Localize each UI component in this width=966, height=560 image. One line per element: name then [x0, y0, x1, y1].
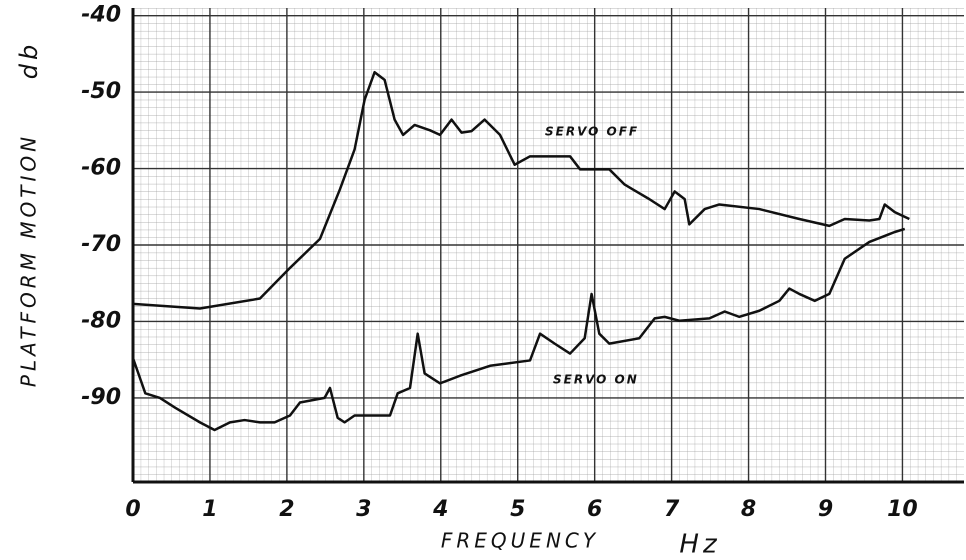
x-tick-label: 9	[818, 497, 833, 522]
x-tick-label: 8	[741, 497, 756, 522]
y-tick-label: -80	[81, 308, 121, 333]
y-tick-label: -50	[81, 79, 121, 104]
x-tick-label: 3	[356, 497, 371, 522]
x-axis-unit: Hz	[679, 530, 720, 560]
x-tick-label: 2	[279, 497, 294, 522]
x-axis-label: FREQUENCY	[441, 529, 599, 553]
y-tick-label: -70	[81, 232, 121, 257]
series-label: SERVO OFF	[545, 125, 639, 139]
x-tick-label: 1	[202, 497, 217, 522]
x-tick-label: 4	[432, 497, 448, 522]
x-tick-label: 0	[125, 497, 140, 522]
y-axis-unit: db	[15, 41, 43, 79]
y-tick-label: -60	[81, 156, 121, 181]
y-axis-label: PLATFORM MOTION	[17, 133, 41, 387]
x-tick-label: 10	[887, 497, 918, 522]
y-tick-label: -90	[81, 385, 121, 410]
chart: 0 1 2 3 4 5 6 7 8 9 10 -40 -50 -60 -70 -80 -90 SERVO OFF S…	[0, 0, 966, 560]
y-tick-label: -40	[81, 3, 121, 28]
x-tick-label: 7	[664, 497, 680, 522]
x-tick-label: 5	[510, 497, 525, 522]
x-tick-label: 6	[587, 497, 602, 522]
series-label: SERVO ON	[553, 373, 639, 387]
